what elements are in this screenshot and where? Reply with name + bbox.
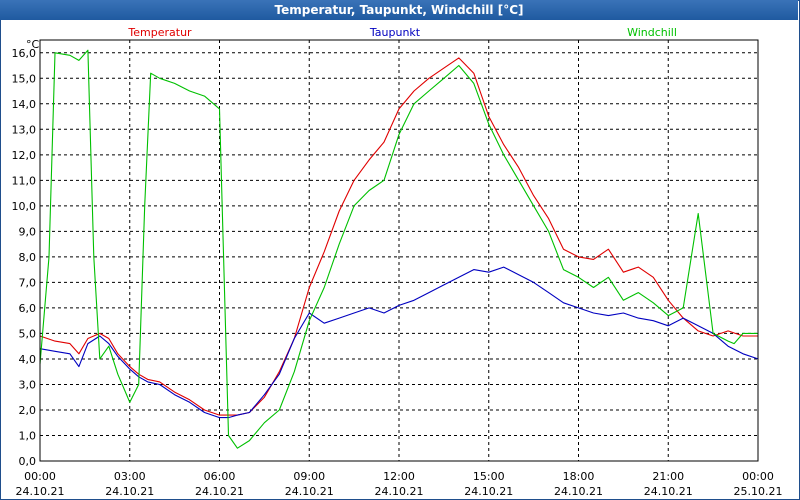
x-tick-time: 15:00 — [473, 470, 505, 483]
x-tick-time: 03:00 — [114, 470, 146, 483]
x-tick-time: 21:00 — [652, 470, 684, 483]
x-tick-time: 09:00 — [293, 470, 325, 483]
y-tick-label: 8,0 — [19, 251, 37, 264]
x-tick-date: 24.10.21 — [375, 485, 424, 498]
y-tick-label: 11,0 — [12, 174, 37, 187]
window-title: Temperatur, Taupunkt, Windchill [°C] — [0, 0, 798, 20]
grid — [40, 40, 758, 462]
y-axis-unit: °C — [26, 38, 40, 51]
y-tick-label: 7,0 — [19, 276, 37, 289]
x-tick-date: 24.10.21 — [644, 485, 693, 498]
x-tick-date: 24.10.21 — [464, 485, 513, 498]
y-tick-labels: 0,0 1,0 2,0 3,0 4,0 5,0 6,0 7,0 8,0 9,0 10,0 11,0 12… — [12, 47, 37, 468]
legend-temperatur: Temperatur — [127, 26, 192, 39]
x-tick-date: 24.10.21 — [16, 485, 65, 498]
x-tick-date: 24.10.21 — [105, 485, 154, 498]
series-line-taupunkt — [39, 266, 759, 419]
y-tick-label: 5,0 — [19, 327, 37, 340]
x-tick-date: 25.10.21 — [734, 485, 783, 498]
y-tick-label: 0,0 — [19, 455, 37, 468]
x-tick-time: 00:00 — [24, 470, 56, 483]
x-tick-time: 06:00 — [204, 470, 236, 483]
y-tick-label: 2,0 — [19, 404, 37, 417]
legend: Temperatur Taupunkt Windchill — [127, 26, 677, 39]
y-tick-label: 6,0 — [19, 302, 37, 315]
y-tick-label: 14,0 — [12, 98, 37, 111]
x-tick-date: 24.10.21 — [195, 485, 244, 498]
x-tick-time: 12:00 — [383, 470, 415, 483]
x-tick-time: 00:00 — [742, 470, 774, 483]
y-tick-label: 9,0 — [19, 225, 37, 238]
y-tick-label: 15,0 — [12, 72, 37, 85]
x-tick-date: 24.10.21 — [554, 485, 603, 498]
y-tick-label: 10,0 — [12, 200, 37, 213]
y-tick-label: 13,0 — [12, 123, 37, 136]
series-line-windchill — [39, 49, 758, 449]
series-lines — [39, 49, 759, 449]
x-tick-labels: 00:00 24.10.21 03:00 24.10.21 06:00 24.10.21 0… — [16, 470, 783, 498]
y-tick-label: 3,0 — [19, 378, 37, 391]
y-tick-label: 1,0 — [19, 429, 37, 442]
legend-windchill: Windchill — [627, 26, 677, 39]
plot-border — [39, 39, 759, 462]
y-tick-label: 12,0 — [12, 149, 37, 162]
y-tick-label: 16,0 — [12, 47, 37, 60]
x-tick-time: 18:00 — [563, 470, 595, 483]
series-line-temperatur — [39, 57, 758, 416]
x-tick-date: 24.10.21 — [285, 485, 334, 498]
y-tick-label: 4,0 — [19, 353, 37, 366]
legend-taupunkt: Taupunkt — [369, 26, 421, 39]
